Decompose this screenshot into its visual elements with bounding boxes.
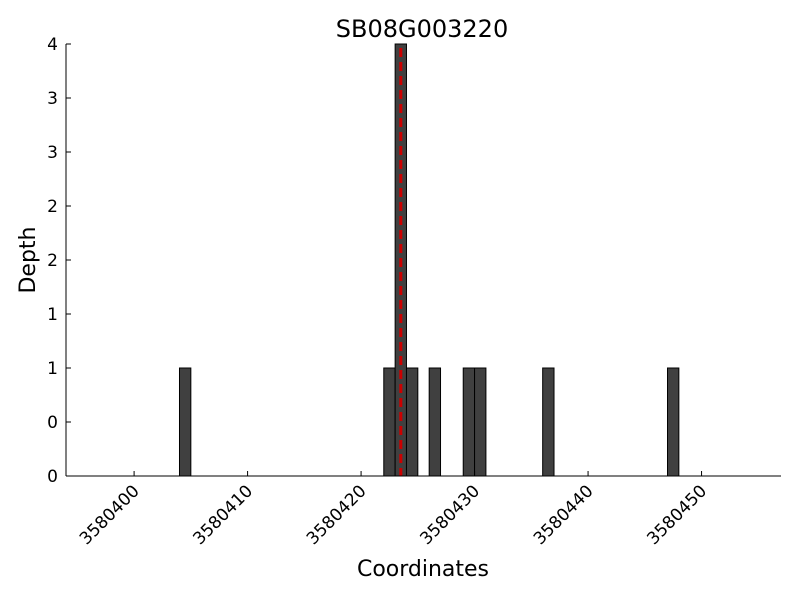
bar xyxy=(542,367,555,477)
x-axis-label: Coordinates xyxy=(357,557,489,582)
y-tick-label: 0 xyxy=(47,413,58,433)
y-tick-label: 4 xyxy=(47,35,58,55)
x-tick-label: 3580440 xyxy=(530,481,598,549)
chart-title: SB08G003220 xyxy=(336,15,508,43)
bar xyxy=(474,367,487,477)
bar xyxy=(383,367,396,477)
y-tick-label: 2 xyxy=(47,251,58,271)
bar xyxy=(462,367,476,477)
x-tick-label: 3580450 xyxy=(643,481,711,549)
y-tick-label: 2 xyxy=(47,197,58,217)
y-tick-label: 1 xyxy=(47,305,58,325)
x-tick-label: 3580430 xyxy=(416,481,484,549)
bar xyxy=(428,367,442,477)
bar xyxy=(667,367,680,477)
y-tick-label: 0 xyxy=(47,467,58,487)
x-tick-label: 3580400 xyxy=(76,481,144,549)
bar xyxy=(178,367,192,477)
bar xyxy=(405,367,419,477)
y-tick-label: 3 xyxy=(47,143,58,163)
x-tick-label: 3580420 xyxy=(303,481,371,549)
y-tick-label: 1 xyxy=(47,359,58,379)
y-tick-label: 3 xyxy=(47,89,58,109)
x-tick-label: 3580410 xyxy=(189,481,257,549)
y-axis-label: Depth xyxy=(16,226,41,293)
